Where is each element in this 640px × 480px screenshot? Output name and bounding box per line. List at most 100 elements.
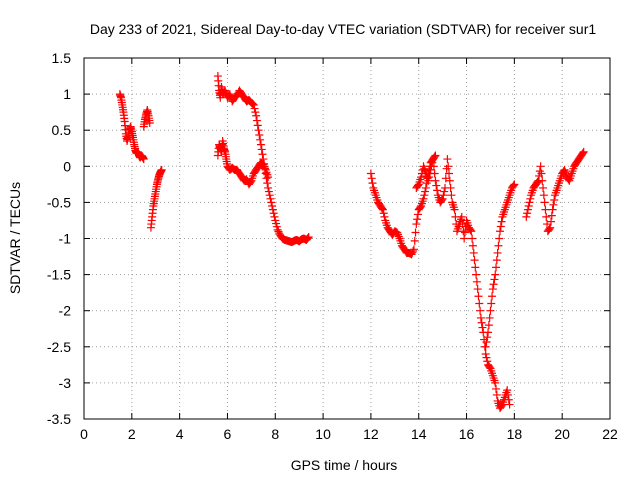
data-point bbox=[470, 256, 479, 265]
data-point bbox=[424, 176, 433, 185]
data-point bbox=[503, 390, 512, 399]
data-point bbox=[413, 181, 422, 190]
data-point bbox=[483, 357, 492, 366]
data-point bbox=[267, 198, 276, 207]
data-point bbox=[416, 203, 425, 212]
data-point bbox=[497, 217, 506, 226]
data-point bbox=[492, 256, 501, 265]
data-points bbox=[115, 72, 588, 413]
data-point bbox=[539, 191, 548, 200]
data-point bbox=[488, 292, 497, 301]
x-tick-label: 6 bbox=[224, 426, 232, 442]
data-point bbox=[366, 169, 375, 178]
x-tick-label: 4 bbox=[176, 426, 184, 442]
data-point bbox=[413, 215, 422, 224]
data-point bbox=[425, 173, 434, 182]
data-point bbox=[504, 395, 513, 404]
series-sat-a bbox=[115, 90, 148, 164]
data-point bbox=[253, 121, 262, 130]
data-point bbox=[493, 248, 502, 257]
data-point bbox=[426, 165, 435, 174]
y-tick-label: -0.5 bbox=[47, 194, 71, 210]
data-point bbox=[476, 313, 485, 322]
data-point bbox=[380, 212, 389, 221]
data-point bbox=[303, 234, 312, 243]
data-point bbox=[259, 160, 268, 169]
data-point bbox=[394, 230, 403, 239]
data-point bbox=[505, 400, 514, 409]
data-point bbox=[481, 350, 490, 359]
data-point bbox=[495, 234, 504, 243]
data-point bbox=[378, 205, 387, 214]
data-point bbox=[145, 118, 154, 127]
data-point bbox=[481, 342, 490, 351]
data-point bbox=[539, 183, 548, 192]
data-point bbox=[157, 165, 166, 174]
data-point bbox=[256, 135, 265, 144]
data-point bbox=[466, 226, 475, 235]
data-point bbox=[421, 187, 430, 196]
data-point bbox=[265, 191, 274, 200]
data-point bbox=[249, 100, 258, 109]
data-point bbox=[409, 247, 418, 256]
data-point bbox=[476, 306, 485, 315]
y-tick-label: -1 bbox=[59, 231, 72, 247]
data-point bbox=[420, 191, 429, 200]
data-point bbox=[548, 205, 557, 214]
data-point bbox=[431, 151, 440, 160]
data-point bbox=[523, 209, 532, 218]
data-point bbox=[541, 205, 550, 214]
data-point bbox=[473, 285, 482, 294]
data-point bbox=[432, 181, 441, 190]
data-point bbox=[472, 277, 481, 286]
y-tick-label: 1.5 bbox=[52, 50, 72, 66]
data-point bbox=[475, 299, 484, 308]
y-tick-label: 0 bbox=[63, 158, 71, 174]
series-sat-f bbox=[366, 155, 514, 413]
data-point bbox=[536, 162, 545, 171]
data-point bbox=[484, 328, 493, 337]
data-point bbox=[460, 234, 469, 243]
series-sat-c bbox=[146, 165, 166, 232]
data-point bbox=[491, 378, 500, 387]
y-tick-label: -3.5 bbox=[47, 411, 71, 427]
data-point bbox=[485, 363, 494, 372]
data-point bbox=[251, 108, 260, 117]
data-point bbox=[472, 270, 481, 279]
data-point bbox=[537, 169, 546, 178]
data-point bbox=[496, 222, 505, 231]
data-point bbox=[457, 212, 466, 221]
data-point bbox=[579, 147, 588, 156]
y-tick-label: -3 bbox=[59, 375, 72, 391]
data-point bbox=[490, 275, 499, 284]
data-point bbox=[542, 212, 551, 221]
chart-title: Day 233 of 2021, Sidereal Day-to-day VTE… bbox=[90, 21, 596, 37]
data-point bbox=[425, 169, 434, 178]
data-point bbox=[304, 233, 313, 242]
data-point bbox=[248, 100, 257, 109]
series-sat-g bbox=[412, 151, 440, 192]
x-tick-label: 10 bbox=[315, 426, 331, 442]
data-point bbox=[260, 164, 269, 173]
data-point bbox=[488, 285, 497, 294]
data-point bbox=[494, 241, 503, 250]
data-point bbox=[437, 195, 446, 204]
data-point bbox=[378, 204, 387, 213]
data-point bbox=[417, 173, 426, 182]
data-point bbox=[274, 227, 283, 236]
data-point bbox=[525, 198, 534, 207]
data-point bbox=[445, 176, 454, 185]
data-point bbox=[483, 333, 492, 342]
data-point bbox=[550, 195, 559, 204]
x-tick-label: 12 bbox=[363, 426, 379, 442]
data-point bbox=[255, 131, 264, 140]
data-point bbox=[459, 227, 468, 236]
data-point bbox=[540, 198, 549, 207]
data-point bbox=[489, 280, 498, 289]
data-point bbox=[549, 200, 558, 209]
series-sat-e bbox=[213, 137, 273, 189]
data-point bbox=[258, 150, 267, 159]
data-point bbox=[263, 179, 272, 188]
x-tick-label: 22 bbox=[602, 426, 618, 442]
